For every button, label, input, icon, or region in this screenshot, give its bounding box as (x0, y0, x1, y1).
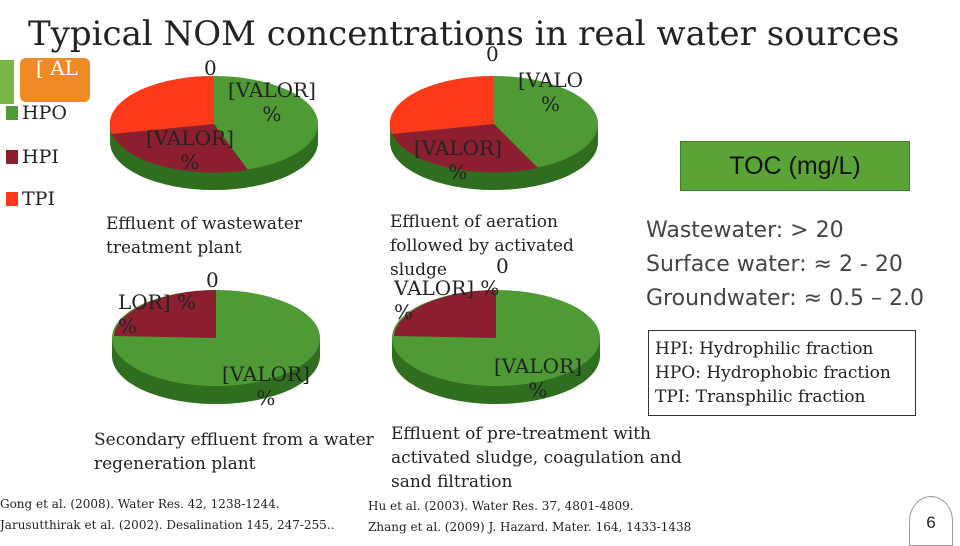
definition-tpi: TPI: Transphilic fraction (655, 387, 866, 407)
toc-header-box: TOC (mg/L) (680, 141, 910, 191)
legend-swatch-partial-orange: [ AL (20, 58, 90, 102)
pie4-label-bottom: [VALOR] % (494, 354, 582, 402)
pie-slice-hpi (112, 124, 248, 173)
pie2-label-top: 0 (486, 42, 499, 66)
reference-left-2: Jarusutthirak et al. (2002). Desalinatio… (0, 518, 335, 532)
legend-swatch-hpo (6, 106, 18, 120)
pie-chart-pretreatment (392, 290, 600, 404)
slide-title: Typical NOM concentrations in real water… (28, 14, 900, 54)
legend-item-hpi: HPI (6, 146, 59, 168)
toc-value: ≈ 0.5 – 2.0 (803, 286, 925, 311)
page-number: 6 (926, 513, 936, 532)
pie4-label-top: 0 (496, 254, 509, 278)
pie-slice-hpi (392, 124, 538, 173)
toc-header: TOC (mg/L) (729, 151, 861, 180)
pie-slice-tpi (389, 75, 494, 134)
pie-slice-tpi (109, 75, 214, 134)
legend-swatch-partial-green (0, 60, 14, 104)
legend-label-tpi: TPI (22, 188, 55, 210)
toc-row-wastewater: Wastewater: > 20 (646, 218, 844, 243)
pie3-caption: Secondary effluent from a water regenera… (94, 430, 374, 474)
legend-label-hpo: HPO (22, 102, 67, 124)
toc-source: Surface water: (646, 252, 807, 277)
definition-hpo: HPO: Hydrophobic fraction (655, 363, 891, 383)
pie1-label-right: [VALOR] % (228, 78, 316, 126)
reference-right-2: Zhang et al. (2009) J. Hazard. Mater. 16… (368, 520, 692, 534)
pie2-label-left: [VALOR] % (414, 136, 502, 184)
toc-source: Groundwater: (646, 286, 797, 311)
pie4-label-left: VALOR] % % (394, 276, 500, 324)
page-number-badge: 6 (909, 496, 953, 546)
pie-chart-aeration (389, 75, 598, 190)
pie1-caption: Effluent of wastewater treatment plant (106, 214, 303, 258)
pie-slice-hpi (114, 290, 216, 338)
legend-partial-label: [ AL (36, 58, 78, 80)
toc-value: ≈ 2 - 20 (813, 252, 903, 277)
toc-value: > 20 (790, 218, 844, 243)
legend-item-hpo: HPO (6, 102, 67, 124)
pie-slice-hpi (394, 290, 496, 338)
fraction-definitions-box: HPI: Hydrophilic fraction HPO: Hydrophob… (648, 330, 916, 416)
pie1-label-left: [VALOR] % (146, 126, 234, 174)
pie-chart-regeneration (112, 290, 320, 404)
definition-hpi: HPI: Hydrophilic fraction (655, 339, 874, 359)
pie1-label-top: 0 (204, 56, 217, 80)
pie-chart-wastewater (109, 75, 318, 190)
pie3-label-bottom: [VALOR] % (222, 362, 310, 410)
toc-row-surface: Surface water: ≈ 2 - 20 (646, 252, 903, 277)
toc-row-groundwater: Groundwater: ≈ 0.5 – 2.0 (646, 286, 924, 311)
toc-source: Wastewater: (646, 218, 784, 243)
legend-swatch-tpi (6, 192, 18, 206)
pie3-label-left: LOR] % % (118, 290, 196, 338)
pie4-caption: Effluent of pre-treatment with activated… (391, 424, 682, 492)
reference-left-1: Gong et al. (2008). Water Res. 42, 1238-… (0, 497, 280, 511)
legend-item-tpi: TPI (6, 188, 55, 210)
legend-swatch-hpi (6, 150, 18, 164)
pie2-caption: Effluent of aeration followed by activat… (390, 212, 574, 280)
reference-right-1: Hu et al. (2003). Water Res. 37, 4801-48… (368, 499, 634, 513)
pie3-label-top: 0 (206, 268, 219, 292)
pie2-label-right: [VALO % (518, 68, 584, 116)
legend-label-hpi: HPI (22, 146, 59, 168)
